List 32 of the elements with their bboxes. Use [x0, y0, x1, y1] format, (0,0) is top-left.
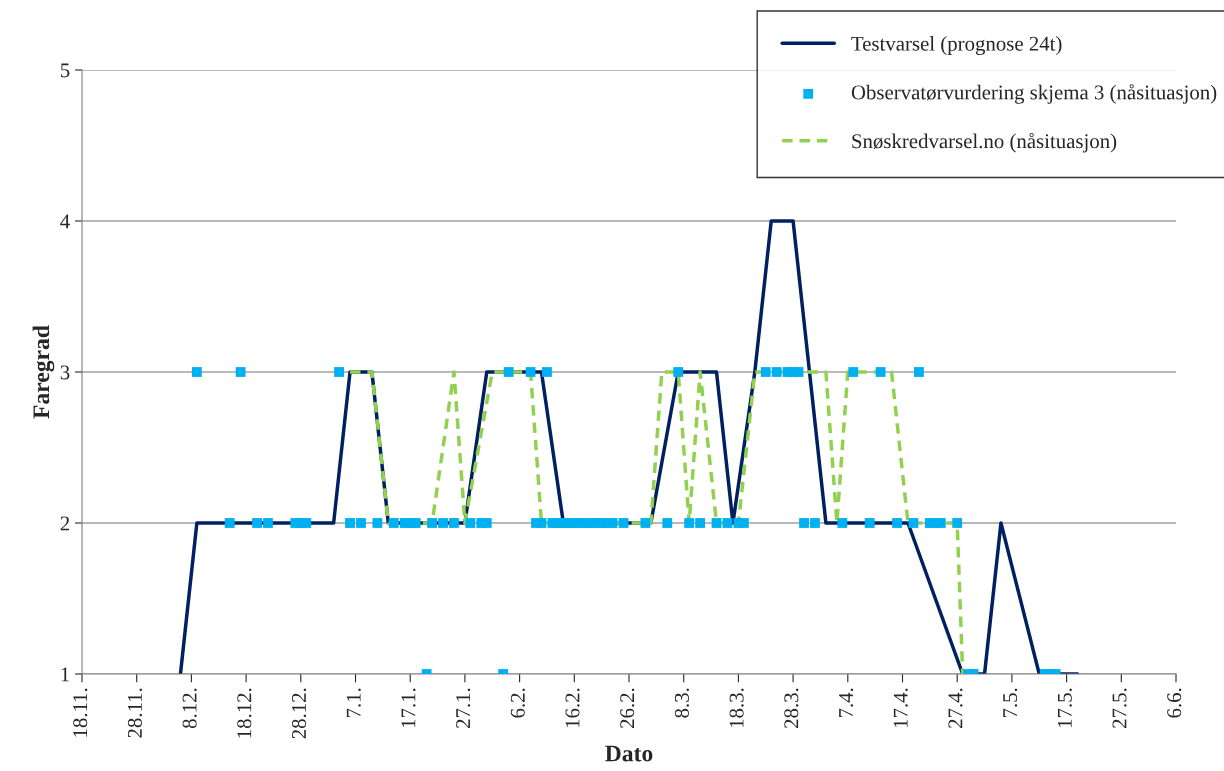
x-tick-label: 27.5.: [1112, 688, 1127, 728]
x-tick-label: 17.5.: [1057, 688, 1072, 728]
x-tick-label: 18.11.: [73, 688, 88, 737]
line-series: [178, 219, 1080, 674]
x-axis-title: Dato: [605, 745, 653, 762]
legend-label: Testvarsel (prognose 24t): [851, 36, 1062, 56]
x-tick-label: 16.2.: [565, 688, 580, 728]
x-tick-label: 7.1.: [346, 688, 361, 718]
legend-label: Snøskredvarsel.no (nåsituasjon): [852, 132, 1117, 153]
x-tick-label: 27.1.: [456, 688, 471, 728]
x-tick-label: 18.12.: [237, 688, 252, 738]
x-tick-label: 18.3.: [729, 688, 744, 728]
y-axis-title: Faregrad: [32, 325, 55, 419]
y-tick-label: 1: [61, 667, 69, 682]
x-tick-label: 6.6.: [1167, 688, 1182, 718]
x-tick-label: 8.3.: [674, 688, 690, 718]
x-tick-label: 6.2.: [510, 688, 525, 718]
x-tick-label: 26.2.: [620, 688, 635, 728]
x-tick-label: 28.12.: [291, 688, 307, 739]
x-tick-label: 28.11.: [127, 688, 143, 738]
y-tick-label: 2: [60, 516, 70, 531]
x-tick-label: 8.12.: [182, 688, 197, 729]
x-tick-label: 17.1.: [401, 688, 416, 728]
legend-label: Observatørvurdering skjema 3 (nåsituasjon): [851, 84, 1217, 104]
y-tick-label: 5: [60, 63, 70, 78]
x-tick-label: 7.4.: [839, 688, 854, 718]
y-tick-label: 3: [60, 365, 70, 380]
x-tick-label: 27.4.: [948, 688, 963, 728]
x-tick-label: 17.4.: [893, 688, 908, 728]
x-tick-label: 28.3.: [784, 688, 799, 728]
y-tick-label: 4: [60, 214, 70, 229]
x-tick-label: 7.5.: [1003, 688, 1018, 718]
